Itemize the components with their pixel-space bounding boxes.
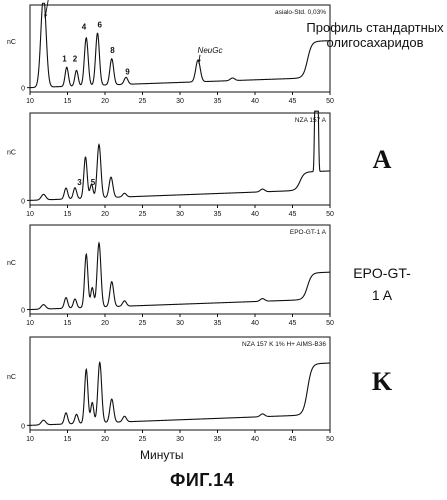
x-tick-label: 10 xyxy=(26,436,34,443)
y-tick-label: 0 xyxy=(21,86,25,93)
x-tick-label: 15 xyxy=(64,211,72,218)
x-tick-label: 30 xyxy=(176,98,184,105)
x-tick-label: 40 xyxy=(251,98,259,105)
chromatogram-panel-3: 10 15 20 25 30 35 40 45 50 0 nC EPO-GT-1 A xyxy=(7,225,334,327)
chart-title: EPO-GT-1 A xyxy=(290,229,327,236)
x-tick-label: 30 xyxy=(176,211,184,218)
chart-title: NZA 157 K 1% H+ AIMS-B36 xyxy=(242,341,326,348)
x-tick-label: 50 xyxy=(326,211,334,218)
y-axis-label: nC xyxy=(7,39,16,46)
x-tick-label: 35 xyxy=(214,211,222,218)
y-tick-label: 0 xyxy=(21,198,25,205)
chart-title: NZA 157 A xyxy=(295,117,327,124)
figure-caption: ФИГ.14 xyxy=(170,470,234,491)
x-tick-label: 35 xyxy=(214,320,222,327)
y-axis-label: nC xyxy=(7,260,16,267)
y-tick-label: 0 xyxy=(21,308,25,315)
x-axis-label: Минуты xyxy=(140,448,183,462)
x-tick-label: 10 xyxy=(26,320,34,327)
x-tick-label: 15 xyxy=(64,98,72,105)
x-tick-label: 45 xyxy=(289,436,297,443)
peak-annotation: 1 xyxy=(62,55,67,64)
peak-annotation: 5 xyxy=(91,178,96,187)
panel-label-epo: EPO-GT-1 A xyxy=(352,262,412,306)
peak-annotation: 3 xyxy=(77,178,82,187)
panel-label-standards: Профиль стандартных олигосахаридов xyxy=(300,20,447,50)
x-tick-label: 20 xyxy=(101,436,109,443)
x-tick-label: 25 xyxy=(139,98,147,105)
peak-annotation: 8 xyxy=(110,46,115,55)
x-tick-label: 40 xyxy=(251,436,259,443)
panel-label-k: K xyxy=(362,367,402,397)
y-axis-label: nC xyxy=(7,149,16,156)
peak-annotation: 2 xyxy=(73,55,78,64)
x-tick-label: 50 xyxy=(326,98,334,105)
x-tick-label: 35 xyxy=(214,436,222,443)
peak-annotation: NeuGc xyxy=(198,46,223,55)
chromatogram-trace xyxy=(30,243,330,310)
x-tick-label: 45 xyxy=(289,98,297,105)
x-tick-label: 50 xyxy=(326,320,334,327)
x-tick-label: 15 xyxy=(64,320,72,327)
x-tick-label: 25 xyxy=(139,211,147,218)
x-tick-label: 50 xyxy=(326,436,334,443)
x-tick-label: 40 xyxy=(251,211,259,218)
x-tick-label: 40 xyxy=(251,320,259,327)
chromatogram-trace xyxy=(30,111,330,200)
panel-label-a: A xyxy=(362,145,402,175)
x-tick-label: 25 xyxy=(139,320,147,327)
peak-annotation: 6 xyxy=(98,21,103,30)
x-tick-label: 10 xyxy=(26,211,34,218)
x-tick-label: 45 xyxy=(289,320,297,327)
chart-title: asialo-Std. 0,03% xyxy=(275,9,326,16)
peak-annotation: 9 xyxy=(125,68,130,77)
peak-annotation: 4 xyxy=(82,22,87,31)
x-tick-label: 15 xyxy=(64,436,72,443)
x-tick-label: 10 xyxy=(26,98,34,105)
chromatogram-panel-4: 10 15 20 25 30 35 40 45 50 0 nC NZA 157 K 1% H+ AIM… xyxy=(7,337,334,443)
x-tick-label: 20 xyxy=(101,320,109,327)
x-tick-label: 35 xyxy=(214,98,222,105)
chromatogram-panel-2: 10 15 20 25 30 35 40 45 50 0 nC NZA 157 A 35 xyxy=(7,111,334,218)
x-tick-label: 20 xyxy=(101,211,109,218)
y-axis-label: nC xyxy=(7,374,16,381)
x-tick-label: 30 xyxy=(176,320,184,327)
chromatogram-panel-1: 10 15 20 25 30 35 40 45 50 0 nC asialo-Std. 0,03% Ne… xyxy=(7,0,334,105)
x-tick-label: 20 xyxy=(101,98,109,105)
x-tick-label: 25 xyxy=(139,436,147,443)
y-tick-label: 0 xyxy=(21,423,25,430)
x-tick-label: 45 xyxy=(289,211,297,218)
x-tick-label: 30 xyxy=(176,436,184,443)
chromatogram-trace xyxy=(30,362,330,425)
